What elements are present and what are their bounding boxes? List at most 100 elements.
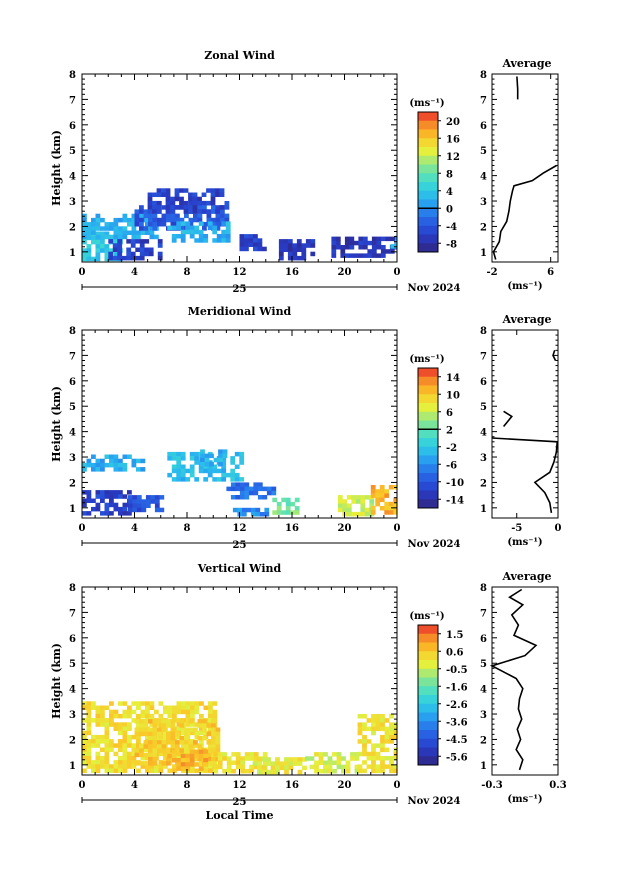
heatmap-cell: [259, 512, 265, 517]
heatmap-cell: [127, 709, 132, 715]
heatmap-cell: [185, 722, 191, 727]
heatmap-cell: [86, 234, 92, 240]
heatmap-cell: [362, 739, 367, 744]
heatmap-cell: [278, 251, 284, 257]
heatmap-region-8: [331, 236, 397, 258]
heatmap-cell: [152, 723, 158, 728]
heatmap-cell: [109, 498, 114, 503]
y-tick-label: 7: [69, 351, 76, 362]
heatmap-cell: [345, 768, 351, 774]
heatmap-cell: [206, 761, 212, 766]
heatmap-cell: [157, 255, 163, 261]
heatmap-cell: [100, 458, 105, 464]
heatmap-cell: [216, 477, 222, 482]
y-tick-label: 6: [69, 634, 76, 645]
heatmap-cell: [82, 248, 87, 253]
heatmap-cell: [170, 740, 176, 745]
heatmap-cell: [244, 246, 249, 252]
heatmap-cell: [211, 731, 216, 737]
x-tick-label: 0: [79, 523, 86, 534]
heatmap-cell: [122, 511, 128, 516]
colorbar-swatch: [418, 147, 438, 157]
heatmap-cell: [367, 240, 373, 246]
heatmap-cell: [357, 714, 363, 719]
heatmap-cell: [176, 468, 182, 474]
heatmap-cell: [189, 762, 195, 767]
colorbar-swatch: [418, 112, 438, 122]
heatmap-cell: [261, 757, 267, 762]
x-tick-label: 8: [184, 780, 191, 791]
heatmap-cell: [185, 229, 191, 235]
heatmap-cell: [266, 490, 272, 496]
heatmap-cell: [179, 205, 184, 210]
heatmap-cell: [211, 217, 216, 223]
colorbar-swatch: [418, 481, 438, 491]
heatmap-cell: [202, 226, 207, 231]
heatmap-region-4: [252, 757, 307, 775]
heatmap-cell: [384, 506, 390, 511]
heatmap-cell: [122, 230, 128, 235]
heatmap-cell: [184, 748, 189, 753]
heatmap-cell: [100, 498, 105, 503]
heatmap-cell: [100, 235, 105, 241]
heatmap-cell: [194, 730, 200, 736]
heatmap-cell: [244, 752, 250, 757]
heatmap-cell: [342, 507, 348, 513]
heatmap-cell: [345, 760, 351, 765]
heatmap-cell: [275, 769, 280, 775]
heatmap-cell: [194, 460, 200, 465]
heatmap-cell: [232, 507, 238, 513]
heatmap-cell: [224, 205, 230, 210]
heatmap-cell: [305, 756, 310, 761]
heatmap-cell: [95, 217, 101, 223]
heatmap-cell: [204, 462, 210, 467]
heatmap-cell: [154, 709, 159, 715]
heatmap-cell: [360, 511, 366, 517]
heatmap-cell: [145, 734, 150, 740]
heatmap-cell: [134, 748, 140, 753]
heatmap-cell: [161, 205, 167, 210]
heatmap-cell: [122, 701, 128, 706]
heatmap-cell: [163, 764, 168, 769]
average-y-tick-label: 4: [480, 685, 487, 696]
heatmap-cell: [185, 758, 191, 763]
heatmap-cell: [190, 730, 195, 736]
heatmap-cell: [86, 722, 92, 727]
heatmap-cell: [203, 234, 209, 239]
heatmap-cell: [314, 752, 319, 757]
heatmap-cell: [366, 718, 372, 723]
heatmap-cell: [185, 709, 191, 715]
heatmap-cell: [250, 512, 256, 517]
heatmap-cell: [222, 768, 228, 774]
heatmap-cell: [249, 768, 255, 774]
heatmap-cell: [147, 196, 153, 202]
heatmap-cell: [208, 768, 213, 773]
heatmap-cell: [174, 205, 180, 210]
heatmap-cell: [335, 240, 341, 246]
heatmap-cell: [118, 511, 123, 516]
heatmap-cell: [189, 749, 195, 755]
heatmap-cell: [288, 765, 294, 771]
heatmap-cell: [86, 252, 92, 257]
heatmap-cell: [272, 510, 278, 515]
heatmap-cell: [176, 705, 182, 710]
heatmap-cell: [118, 722, 123, 727]
heatmap-cell: [179, 740, 185, 745]
heatmap-cell: [218, 457, 223, 463]
heatmap-cell: [213, 457, 219, 463]
heatmap-cell: [132, 495, 138, 500]
heatmap-cell: [183, 209, 189, 214]
heatmap-cell: [127, 499, 133, 504]
heatmap-cell: [207, 221, 213, 226]
heatmap-cell: [161, 222, 167, 227]
colorbar-tick-label: -3.6: [446, 717, 468, 728]
heatmap-cell: [104, 226, 110, 231]
heatmap-cell: [366, 756, 372, 761]
heatmap-cell: [262, 495, 268, 500]
heatmap-cell: [100, 709, 105, 715]
heatmap-cell: [179, 719, 185, 724]
x-tick-label: 20: [338, 780, 352, 791]
heatmap-cell: [143, 723, 149, 728]
heatmap-cell: [239, 495, 245, 500]
